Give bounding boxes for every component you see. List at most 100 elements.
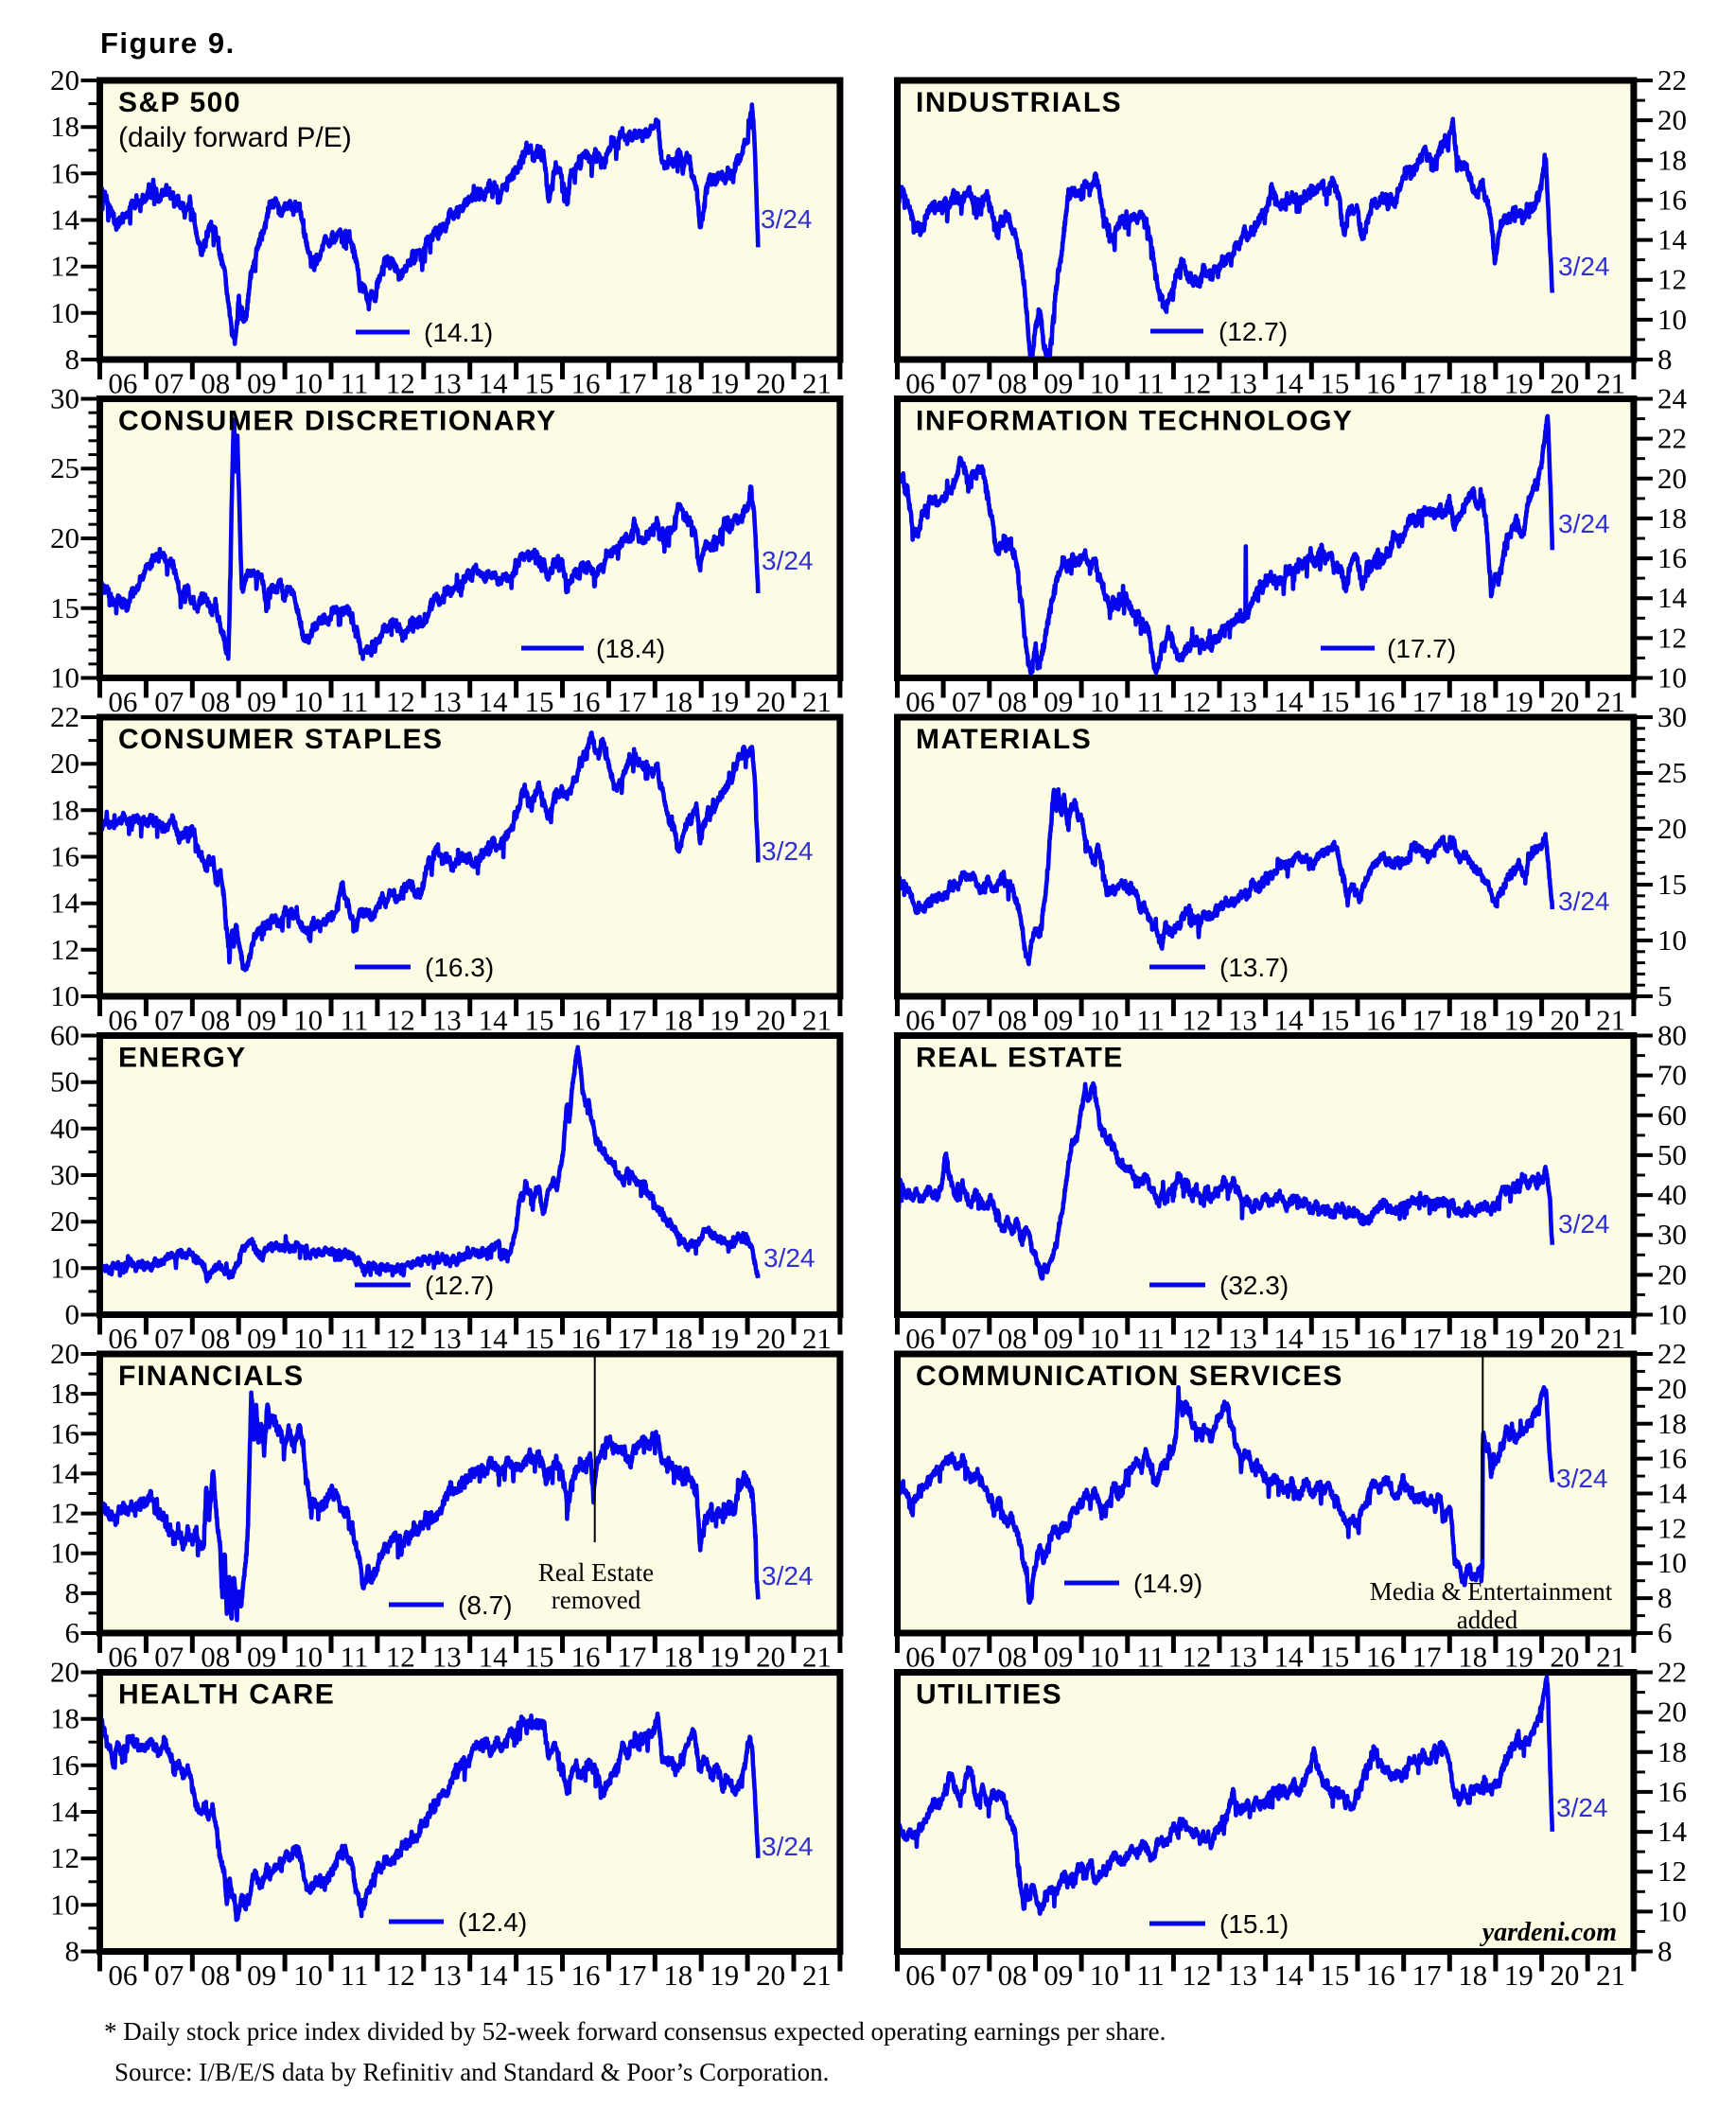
svg-text:16: 16	[1366, 1322, 1395, 1355]
svg-text:15: 15	[1320, 1641, 1349, 1674]
svg-text:07: 07	[154, 1641, 184, 1674]
svg-text:06: 06	[905, 1322, 935, 1355]
svg-text:13: 13	[432, 1322, 462, 1355]
svg-text:10: 10	[1090, 1959, 1119, 1992]
svg-text:14: 14	[50, 887, 80, 920]
svg-text:(12.4): (12.4)	[458, 1907, 527, 1937]
svg-text:09: 09	[247, 1322, 276, 1355]
svg-text:20: 20	[756, 685, 785, 718]
svg-text:21: 21	[1596, 685, 1625, 718]
svg-text:22: 22	[50, 700, 79, 733]
svg-text:16: 16	[1657, 183, 1687, 216]
svg-text:8: 8	[1657, 343, 1673, 376]
svg-text:12: 12	[386, 1322, 415, 1355]
svg-text:07: 07	[154, 1322, 184, 1355]
svg-text:14: 14	[1274, 1004, 1305, 1037]
svg-text:10: 10	[293, 367, 323, 400]
svg-text:HEALTH CARE: HEALTH CARE	[118, 1679, 335, 1711]
svg-text:12: 12	[50, 1497, 79, 1530]
svg-text:(18.4): (18.4)	[596, 634, 665, 663]
svg-text:80: 80	[1657, 1019, 1687, 1052]
svg-text:14: 14	[1657, 1477, 1688, 1510]
svg-text:22: 22	[1657, 63, 1687, 97]
svg-text:19: 19	[710, 367, 739, 400]
svg-text:(12.7): (12.7)	[1219, 317, 1288, 346]
svg-text:07: 07	[154, 367, 184, 400]
svg-text:0: 0	[65, 1298, 80, 1331]
svg-text:18: 18	[50, 793, 79, 826]
svg-text:08: 08	[201, 1641, 230, 1674]
svg-text:8: 8	[1657, 1935, 1673, 1968]
svg-text:(8.7): (8.7)	[458, 1590, 513, 1620]
svg-text:10: 10	[293, 1641, 323, 1674]
svg-text:21: 21	[1596, 1959, 1625, 1992]
svg-text:10: 10	[1090, 1322, 1119, 1355]
svg-text:21: 21	[802, 367, 832, 400]
svg-text:12: 12	[386, 367, 415, 400]
svg-text:14: 14	[1657, 223, 1688, 256]
svg-text:06: 06	[108, 685, 137, 718]
svg-text:12: 12	[1182, 367, 1211, 400]
svg-text:20: 20	[1657, 1372, 1687, 1405]
svg-text:20: 20	[50, 1204, 79, 1238]
svg-text:(32.3): (32.3)	[1219, 1271, 1289, 1300]
svg-text:09: 09	[247, 367, 276, 400]
svg-text:11: 11	[1136, 367, 1165, 400]
svg-text:16: 16	[571, 685, 601, 718]
svg-text:20: 20	[756, 1641, 785, 1674]
svg-text:14: 14	[1274, 1322, 1305, 1355]
svg-text:08: 08	[201, 367, 230, 400]
svg-text:5: 5	[1657, 979, 1673, 1012]
svg-text:20: 20	[1550, 367, 1579, 400]
svg-text:07: 07	[952, 1004, 981, 1037]
svg-text:17: 17	[617, 367, 646, 400]
svg-text:19: 19	[1504, 1641, 1534, 1674]
svg-text:21: 21	[802, 1004, 832, 1037]
svg-text:18: 18	[1458, 1641, 1487, 1674]
svg-text:30: 30	[1657, 700, 1687, 733]
svg-text:UTILITIES: UTILITIES	[916, 1679, 1062, 1711]
svg-text:14: 14	[50, 1795, 80, 1828]
svg-text:17: 17	[617, 1641, 646, 1674]
svg-text:11: 11	[1136, 1004, 1165, 1037]
svg-text:(15.1): (15.1)	[1219, 1909, 1289, 1939]
svg-text:16: 16	[50, 1748, 79, 1782]
svg-text:22: 22	[1657, 422, 1687, 455]
svg-text:11: 11	[340, 1959, 368, 1992]
svg-text:13: 13	[432, 1959, 462, 1992]
svg-text:10: 10	[50, 979, 79, 1012]
svg-text:(daily forward P/E): (daily forward P/E)	[118, 122, 352, 153]
svg-text:INFORMATION TECHNOLOGY: INFORMATION TECHNOLOGY	[916, 406, 1353, 437]
svg-text:15: 15	[525, 1004, 554, 1037]
svg-text:15: 15	[1320, 1004, 1349, 1037]
svg-text:Figure 9.: Figure 9.	[100, 26, 236, 60]
svg-text:06: 06	[905, 367, 935, 400]
svg-text:20: 20	[50, 63, 79, 97]
svg-text:17: 17	[617, 1004, 646, 1037]
svg-text:18: 18	[663, 1959, 693, 1992]
svg-text:12: 12	[50, 933, 79, 966]
svg-text:14: 14	[1274, 685, 1305, 718]
svg-text:20: 20	[756, 1959, 785, 1992]
svg-text:14: 14	[479, 1959, 509, 1992]
svg-text:09: 09	[1043, 1322, 1073, 1355]
svg-text:18: 18	[1657, 1735, 1687, 1768]
svg-text:15: 15	[525, 685, 554, 718]
svg-text:(16.3): (16.3)	[425, 953, 494, 982]
svg-text:13: 13	[1228, 1322, 1257, 1355]
svg-text:13: 13	[1228, 685, 1257, 718]
svg-text:18: 18	[663, 1322, 693, 1355]
svg-text:20: 20	[1657, 462, 1687, 495]
svg-text:19: 19	[710, 1004, 739, 1037]
svg-text:8: 8	[65, 1935, 80, 1968]
svg-text:16: 16	[1657, 541, 1687, 574]
svg-text:yardeni.com: yardeni.com	[1480, 1918, 1617, 1947]
svg-text:20: 20	[50, 747, 79, 780]
svg-text:21: 21	[1596, 1641, 1625, 1674]
svg-text:17: 17	[1412, 1641, 1442, 1674]
svg-text:12: 12	[1182, 685, 1211, 718]
svg-text:18: 18	[1458, 1322, 1487, 1355]
svg-text:10: 10	[293, 685, 323, 718]
svg-text:16: 16	[571, 1322, 601, 1355]
svg-text:17: 17	[1412, 367, 1442, 400]
